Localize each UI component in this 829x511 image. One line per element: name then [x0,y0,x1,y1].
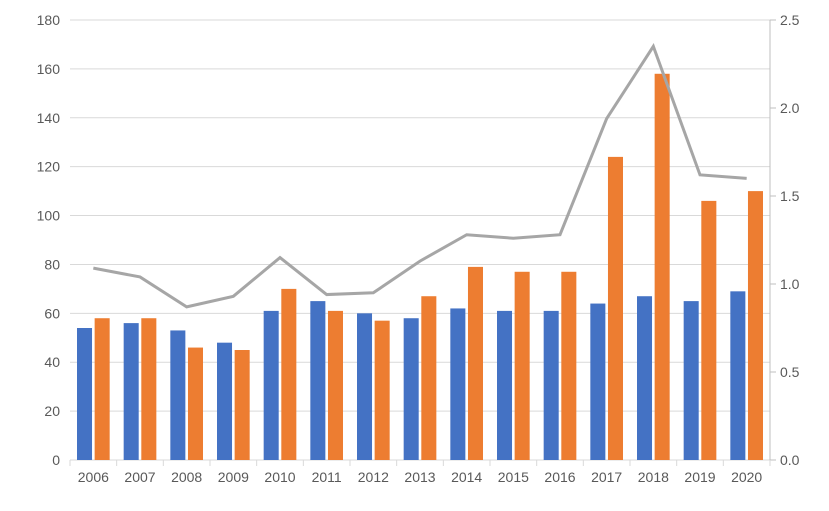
y-right-tick-label: 2.5 [780,12,800,28]
bar-series-a [310,301,325,460]
bar-series-a [264,311,279,460]
y-left-tick-label: 0 [52,452,60,468]
x-tick-label: 2010 [264,469,295,485]
x-tick-label: 2019 [684,469,715,485]
chart-container: 0 20 40 60 80 100 120 140 160 180 0.0 0.5 1.0 1.5 2.0… [0,0,829,511]
bar-series-b [748,191,763,460]
x-tick-label: 2015 [498,469,529,485]
bar-series-b [141,318,156,460]
bar-series-a [590,304,605,460]
y-left-tick-label: 160 [37,61,61,77]
bar-series-a [497,311,512,460]
bar-series-a [544,311,559,460]
bar-series-a [217,343,232,460]
bar-series-a [684,301,699,460]
y-right-tick-label: 2.0 [780,100,800,116]
x-tick-label: 2007 [124,469,155,485]
x-tick-label: 2018 [638,469,669,485]
x-tick-label: 2017 [591,469,622,485]
bar-series-a [170,330,185,460]
y-axis-left: 0 20 40 60 80 100 120 140 160 180 [37,12,61,468]
bar-series-b [235,350,250,460]
bar-series-b [468,267,483,460]
y-left-tick-label: 100 [37,208,61,224]
bar-series-b [701,201,716,460]
bar-series-a [637,296,652,460]
bar-series-a [77,328,92,460]
x-tick-label: 2011 [312,469,342,485]
y-left-tick-label: 140 [37,110,61,126]
y-left-tick-label: 180 [37,12,61,28]
bar-series-b [515,272,530,460]
y-left-tick-label: 60 [44,305,60,321]
bar-series-b [608,157,623,460]
bars-group [77,74,763,460]
bar-series-b [281,289,296,460]
x-tick-label: 2020 [731,469,762,485]
y-left-tick-label: 120 [37,159,61,175]
dual-axis-bar-line-chart: 0 20 40 60 80 100 120 140 160 180 0.0 0.5 1.0 1.5 2.0… [0,0,829,511]
bar-series-b [95,318,110,460]
x-tick-label: 2014 [451,469,482,485]
y-left-tick-label: 20 [44,403,60,419]
bar-series-b [655,74,670,460]
x-tick-label: 2008 [171,469,202,485]
line-series [93,46,746,306]
bar-series-a [124,323,139,460]
y-right-tick-label: 1.0 [780,276,800,292]
bar-series-b [328,311,343,460]
x-tick-label: 2013 [404,469,435,485]
x-axis: 2006 2007 2008 2009 2010 2011 2012 2013 2014 2015… [70,460,770,485]
y-left-tick-label: 80 [44,256,60,272]
bar-series-a [450,308,465,460]
bar-series-b [375,321,390,460]
y-left-tick-label: 40 [44,354,60,370]
y-right-tick-label: 0.5 [780,364,800,380]
bar-series-b [561,272,576,460]
bar-series-a [404,318,419,460]
x-tick-label: 2009 [218,469,249,485]
bar-series-a [730,291,745,460]
x-tick-label: 2006 [78,469,109,485]
bar-series-b [421,296,436,460]
bar-series-a [357,313,372,460]
y-axis-right: 0.0 0.5 1.0 1.5 2.0 2.5 [770,12,800,468]
y-right-tick-label: 1.5 [780,188,800,204]
x-tick-label: 2012 [358,469,389,485]
y-right-tick-label: 0.0 [780,452,800,468]
bar-series-b [188,348,203,460]
x-tick-label: 2016 [544,469,575,485]
